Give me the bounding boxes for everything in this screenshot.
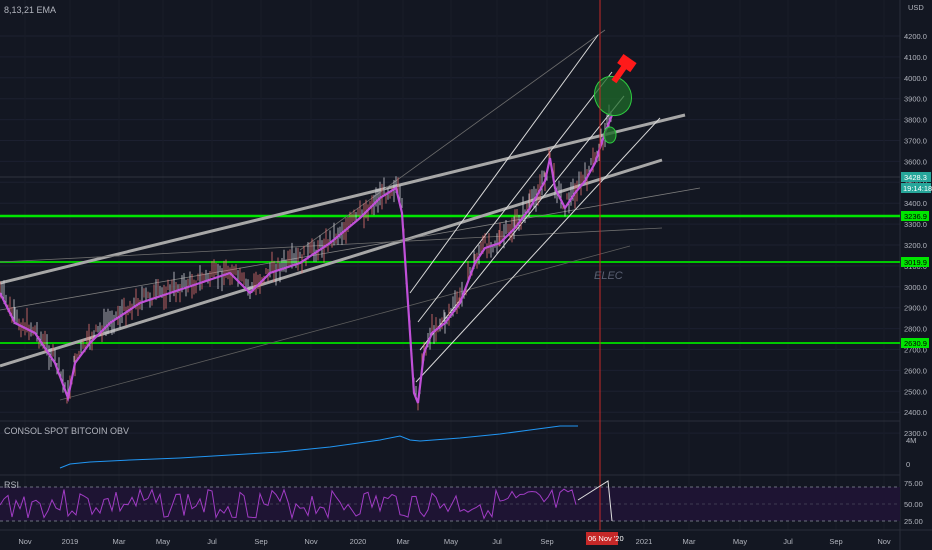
price-axis-label: 3700.0 <box>904 137 927 146</box>
long-diagonal-line[interactable] <box>299 29 606 251</box>
price-axis-label: 2300.0 <box>904 429 927 438</box>
parallel-channel[interactable] <box>409 34 661 383</box>
target-ellipse-small[interactable] <box>603 126 617 144</box>
time-axis-label: 2019 <box>62 537 79 546</box>
time-axis-label: May <box>444 537 458 546</box>
time-axis-label: Nov <box>304 537 318 546</box>
price-axis-label: 2400.0 <box>904 408 927 417</box>
price-axis-label: 2800.0 <box>904 325 927 334</box>
thin-trendline-2[interactable] <box>0 227 663 263</box>
rsi-axis-50: 50.00 <box>904 500 923 509</box>
highlight-date-value: 06 Nov '20 <box>588 534 624 543</box>
obv-line[interactable] <box>59 425 578 469</box>
channel-line-2[interactable] <box>417 71 613 323</box>
obv-axis-0: 0 <box>906 460 910 469</box>
thin-trendline-1[interactable] <box>0 187 701 311</box>
price-axis-label: 2900.0 <box>904 304 927 313</box>
indicator-title: 8,13,21 EMA <box>4 5 56 15</box>
level-tag-value: 2630.9 <box>904 339 927 348</box>
time-axis-label: Nov <box>18 537 32 546</box>
target-ellipse-large[interactable] <box>587 70 638 123</box>
price-axis-label: 3600.0 <box>904 157 927 166</box>
time-axis-label: 2020 <box>350 537 367 546</box>
time-axis-label: Jul <box>492 537 502 546</box>
level-tags: 3236.9 3019.9 2630.9 <box>901 211 929 348</box>
upper-trendline[interactable] <box>0 113 686 285</box>
channel-line-3[interactable] <box>419 95 625 351</box>
ema-line[interactable] <box>0 114 614 404</box>
currency-label: USD <box>908 3 924 12</box>
price-axis-label: 2500.0 <box>904 387 927 396</box>
time-axis-label: Sep <box>829 537 842 546</box>
rsi-axis-75: 75.00 <box>904 479 923 488</box>
price-axis-label: 2600.0 <box>904 366 927 375</box>
channel-line-1[interactable] <box>409 34 599 294</box>
trend-lines[interactable] <box>0 29 701 401</box>
time-axis-label: May <box>156 537 170 546</box>
level-tag-bg <box>901 338 929 348</box>
time-axis-label: Jul <box>207 537 217 546</box>
price-axis-label: 3000.0 <box>904 283 927 292</box>
time-axis-label: Mar <box>113 537 126 546</box>
hammer-icon[interactable] <box>607 53 637 86</box>
price-axis-label: 4000.0 <box>904 74 927 83</box>
price-axis-label: 3400.0 <box>904 199 927 208</box>
time-axis-label: May <box>733 537 747 546</box>
support-levels[interactable] <box>0 176 900 344</box>
rsi-line[interactable] <box>0 488 577 520</box>
time-axis-label: Sep <box>540 537 553 546</box>
highlight-date-tag: 06 Nov '20 <box>586 532 624 545</box>
channel-line-4[interactable] <box>415 117 661 383</box>
price-axis-label: 3300.0 <box>904 220 927 229</box>
price-axis-label: 4200.0 <box>904 32 927 41</box>
price-axis-label: 3500.0 <box>904 178 927 187</box>
level-tag-value: 3236.9 <box>904 212 927 221</box>
current-price-tag: 3428.3 19:14:18 <box>901 172 932 193</box>
price-axis-label: 3900.0 <box>904 95 927 104</box>
rsi-title: RSI <box>4 480 19 490</box>
time-axis[interactable]: Nov 2019 Mar May Jul Sep Nov 2020 Mar May Jul Sep 20… <box>18 537 891 546</box>
time-axis-label: 2021 <box>636 537 653 546</box>
price-axis-label: 4100.0 <box>904 53 927 62</box>
current-price-value: 3428.3 <box>904 173 927 182</box>
level-tag-bg <box>901 211 929 221</box>
time-axis-label: Jul <box>783 537 793 546</box>
lower-trendline[interactable] <box>0 158 663 368</box>
time-axis-label: Mar <box>683 537 696 546</box>
rsi-projection-line[interactable] <box>577 480 613 522</box>
price-axis-label: 3800.0 <box>904 116 927 125</box>
time-axis-label: Sep <box>254 537 267 546</box>
time-axis-label: Mar <box>397 537 410 546</box>
countdown-value: 19:14:18 <box>903 184 932 193</box>
time-axis-label: Nov <box>877 537 891 546</box>
rsi-axis-25: 25.00 <box>904 517 923 526</box>
obv-title: CONSOL SPOT BITCOIN OBV <box>4 426 129 436</box>
thin-trendline-3[interactable] <box>59 245 631 401</box>
level-tag-value: 3019.9 <box>904 258 927 267</box>
price-axis-label: 3200.0 <box>904 241 927 250</box>
price-axis-label: 2700.0 <box>904 346 927 355</box>
elec-annotation: ELEC <box>594 270 623 282</box>
level-tag-bg <box>901 257 929 267</box>
obv-axis-4m: 4M <box>906 436 916 445</box>
